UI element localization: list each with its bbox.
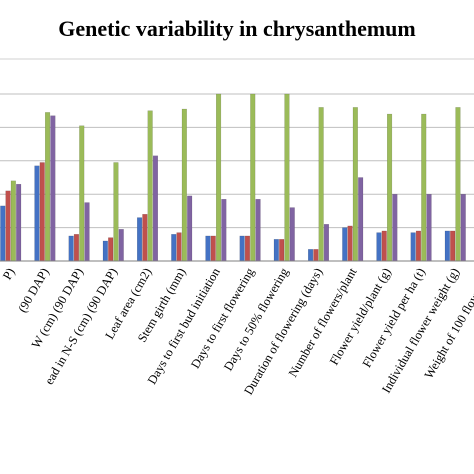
bar [279, 239, 285, 262]
bar [347, 225, 353, 262]
bar [0, 205, 6, 262]
bar [410, 232, 416, 262]
bar [10, 180, 16, 262]
x-tick-labels: P)(90 DAP)W (cm) (90 DAP)ead in N-S (cm)… [0, 265, 474, 397]
bar [45, 112, 51, 262]
bar [239, 235, 245, 262]
bar [460, 193, 466, 262]
bar [273, 239, 279, 262]
bar [250, 93, 256, 262]
bar [215, 93, 222, 262]
bar [147, 110, 153, 262]
bar [79, 125, 85, 262]
bar [318, 107, 324, 262]
bar [39, 162, 45, 262]
bars [0, 93, 466, 262]
bar [34, 165, 40, 262]
bar [181, 108, 187, 262]
x-tick-label: Flower yield per ha (t) [360, 266, 428, 370]
bar [136, 217, 143, 262]
bar [376, 232, 382, 262]
x-tick-label: Days to 50% flowering [221, 265, 292, 373]
bar [381, 230, 387, 262]
bar [415, 230, 422, 262]
bar [255, 199, 261, 262]
x-tick-label: (90 DAP) [15, 266, 52, 315]
bar [308, 249, 314, 262]
bar [455, 107, 461, 262]
bar [50, 115, 56, 262]
bar [392, 193, 398, 262]
bar [244, 235, 251, 262]
bar [421, 113, 427, 262]
x-tick-label: Days to first flowering [188, 265, 257, 371]
bar [450, 230, 456, 262]
x-tick-label: P) [0, 266, 18, 283]
chart-title: Genetic variability in chrysanthemum [58, 16, 415, 41]
bar [187, 195, 193, 262]
bar [113, 162, 119, 262]
bar [221, 199, 227, 262]
bar [284, 93, 290, 262]
bar [387, 113, 393, 262]
bar [342, 227, 348, 262]
bar [176, 232, 182, 262]
x-tick-label: Flower yield/plant (g) [327, 266, 394, 368]
bar [16, 183, 22, 262]
bar [171, 234, 177, 262]
bar [444, 230, 450, 262]
bar [313, 249, 319, 262]
bar [352, 107, 358, 262]
bar [108, 237, 114, 262]
bar [68, 235, 74, 262]
bar [102, 240, 108, 262]
bar [73, 234, 79, 262]
bar [5, 190, 11, 262]
bar [426, 193, 432, 262]
bar [323, 224, 330, 262]
bar [152, 155, 159, 262]
bar [210, 235, 216, 262]
bar [358, 177, 364, 262]
bar [289, 207, 295, 262]
bar [84, 202, 90, 262]
bar [205, 235, 211, 262]
bar [118, 229, 124, 262]
bar [142, 214, 148, 262]
